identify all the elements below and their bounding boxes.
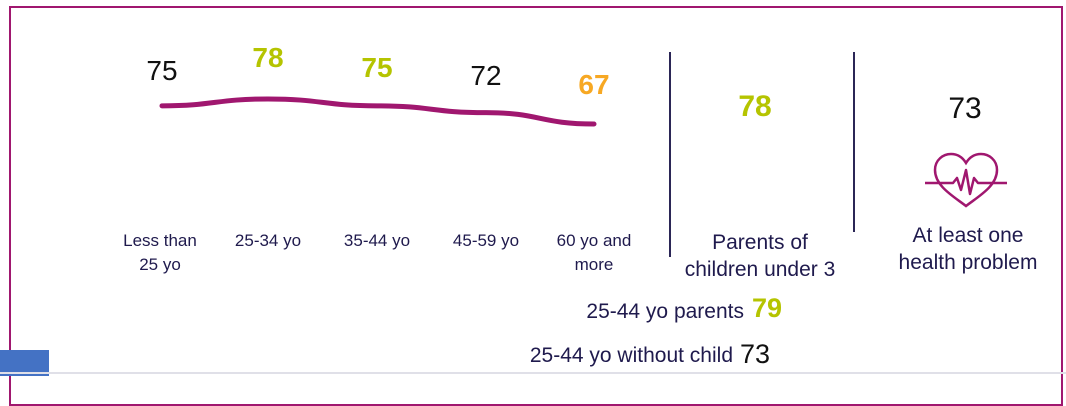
parents-label-line2: children under 3 [684, 258, 836, 281]
health-value: 73 [948, 92, 982, 125]
value-label-4: 67 [578, 69, 609, 100]
health-label-line2: health problem [898, 251, 1038, 274]
category-label-2: 35-44 yo [344, 231, 410, 250]
parents-label-line1: Parents of [712, 231, 808, 254]
category-label-4: 60 yo and more [557, 231, 632, 274]
divider-left [669, 52, 671, 257]
divider-right [853, 52, 855, 232]
parents-label: Parents of children under 3 [660, 229, 860, 283]
trend-line [159, 96, 597, 127]
health-label-line1: At least one [912, 224, 1024, 247]
health-label: At least one health problem [868, 222, 1066, 276]
bottom-rule [0, 372, 1066, 374]
category-label-1: 25-34 yo [235, 231, 301, 250]
corner-tab [0, 350, 49, 376]
heart-pulse-icon [923, 150, 1009, 212]
subgroup-nochild-value: 73 [740, 339, 771, 369]
value-label-1: 78 [252, 42, 283, 73]
category-label-0: Less than 25 yo [123, 231, 197, 274]
value-label-2: 75 [361, 52, 392, 83]
subgroup-parents-label: 25-44 yo parents [586, 300, 744, 323]
parents-value: 78 [738, 90, 772, 123]
subgroup-nochild-label: 25-44 yo without child [529, 344, 733, 367]
category-label-3: 45-59 yo [453, 231, 519, 250]
subgroup-parents-value: 79 [752, 293, 783, 323]
value-label-0: 75 [146, 55, 177, 86]
age-line-chart: 75 78 75 72 67 Less than 25 yo 25-34 yo 35-44 y… [123, 42, 632, 274]
value-label-3: 72 [470, 60, 501, 91]
